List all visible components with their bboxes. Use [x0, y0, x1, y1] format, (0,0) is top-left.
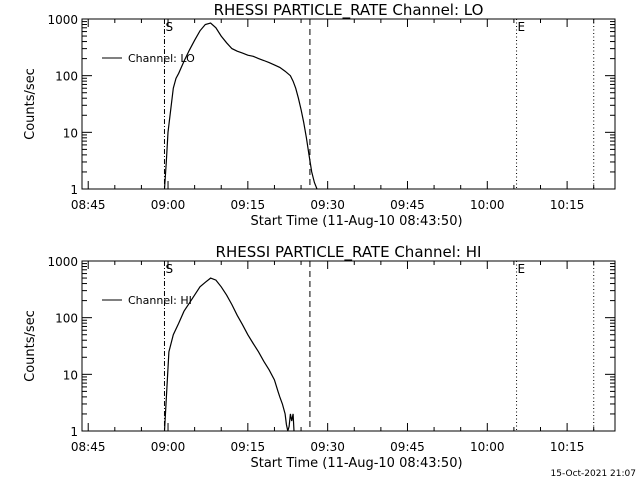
y-tick-label: 1: [70, 183, 78, 197]
x-tick-label: 09:45: [390, 440, 425, 454]
y-tick-label: 1000: [47, 255, 78, 269]
y-axis-label: Counts/sec: [23, 68, 38, 140]
x-tick-label: 09:15: [231, 198, 266, 212]
time-marker-label: E: [518, 262, 526, 276]
y-tick-label: 100: [55, 70, 78, 84]
x-tick-label: 10:15: [550, 440, 585, 454]
x-tick-label: 09:30: [310, 198, 345, 212]
x-tick-label: 09:00: [151, 440, 186, 454]
x-tick-label: 09:45: [390, 198, 425, 212]
chart-title: RHESSI PARTICLE_RATE Channel: HI: [216, 243, 482, 262]
x-tick-label: 09:15: [231, 440, 266, 454]
y-tick-label: 1000: [47, 13, 78, 27]
plot-frame: [81, 260, 616, 432]
legend-entry: Channel: LO: [128, 52, 195, 65]
legend-entry: Channel: HI: [128, 294, 192, 307]
y-tick-label: 100: [55, 312, 78, 326]
x-tick-label: 08:45: [71, 198, 106, 212]
x-tick-label: 09:00: [151, 198, 186, 212]
x-tick-label: 10:15: [550, 198, 585, 212]
x-axis-label: Start Time (11-Aug-10 08:43:50): [250, 456, 462, 471]
time-marker-label: S: [165, 20, 173, 34]
series-line: [163, 22, 318, 190]
plot-frame: [81, 18, 616, 190]
y-tick-label: 10: [63, 368, 78, 382]
x-tick-label: 09:30: [310, 440, 345, 454]
x-tick-label: 10:00: [470, 198, 505, 212]
y-tick-label: 1: [70, 425, 78, 439]
chart-title: RHESSI PARTICLE_RATE Channel: LO: [214, 1, 484, 20]
x-tick-label: 10:00: [470, 440, 505, 454]
time-marker-label: S: [165, 262, 173, 276]
series-line: [163, 277, 295, 432]
x-axis-label: Start Time (11-Aug-10 08:43:50): [250, 214, 462, 229]
y-tick-label: 10: [63, 126, 78, 140]
time-marker-label: E: [518, 20, 526, 34]
y-axis-label: Counts/sec: [23, 310, 38, 382]
timestamp-label: 15-Oct-2021 21:07: [551, 469, 636, 479]
x-tick-label: 08:45: [71, 440, 106, 454]
